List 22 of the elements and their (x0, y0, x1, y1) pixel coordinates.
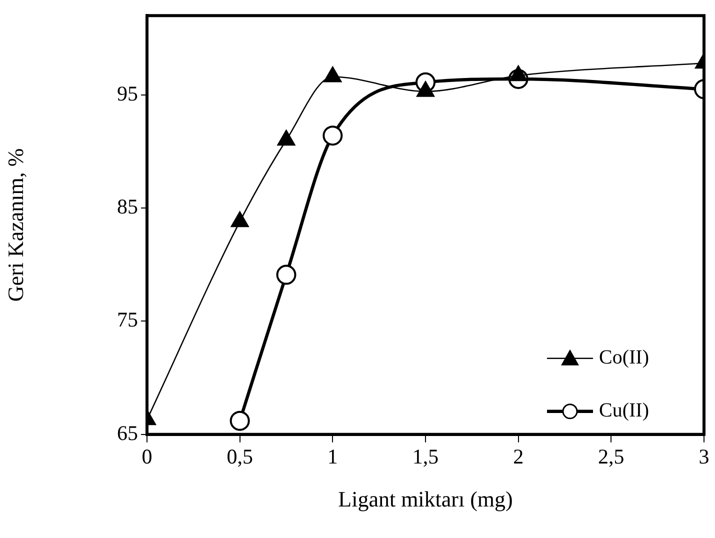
point (324, 66, 342, 82)
point (510, 66, 528, 82)
x-tick-label: 0 (142, 444, 152, 469)
y-tick-label: 85 (117, 194, 138, 219)
x-axis-title: Ligant miktarı (mg) (338, 486, 513, 512)
point (230, 410, 250, 431)
point (231, 212, 249, 228)
point (276, 264, 296, 285)
point (416, 81, 434, 97)
x-tick-label: 0,5 (226, 444, 253, 469)
x-tick-label: 2 (513, 444, 524, 469)
point (277, 130, 296, 146)
y-axis-title: Geri Kazanım, % (2, 148, 28, 302)
x-tick-label: 1 (327, 444, 338, 469)
y-tick-label: 75 (117, 308, 138, 332)
y-tick-label: 95 (117, 81, 138, 106)
x-tick-label: 1,5 (412, 444, 439, 469)
legend-label: Co(II) (599, 346, 649, 369)
y-tick-label: 65 (117, 420, 138, 445)
x-tick-label: 3 (698, 444, 710, 469)
x-tick-label: 2,5 (598, 444, 624, 469)
legend-label: Cu(II) (599, 400, 649, 422)
